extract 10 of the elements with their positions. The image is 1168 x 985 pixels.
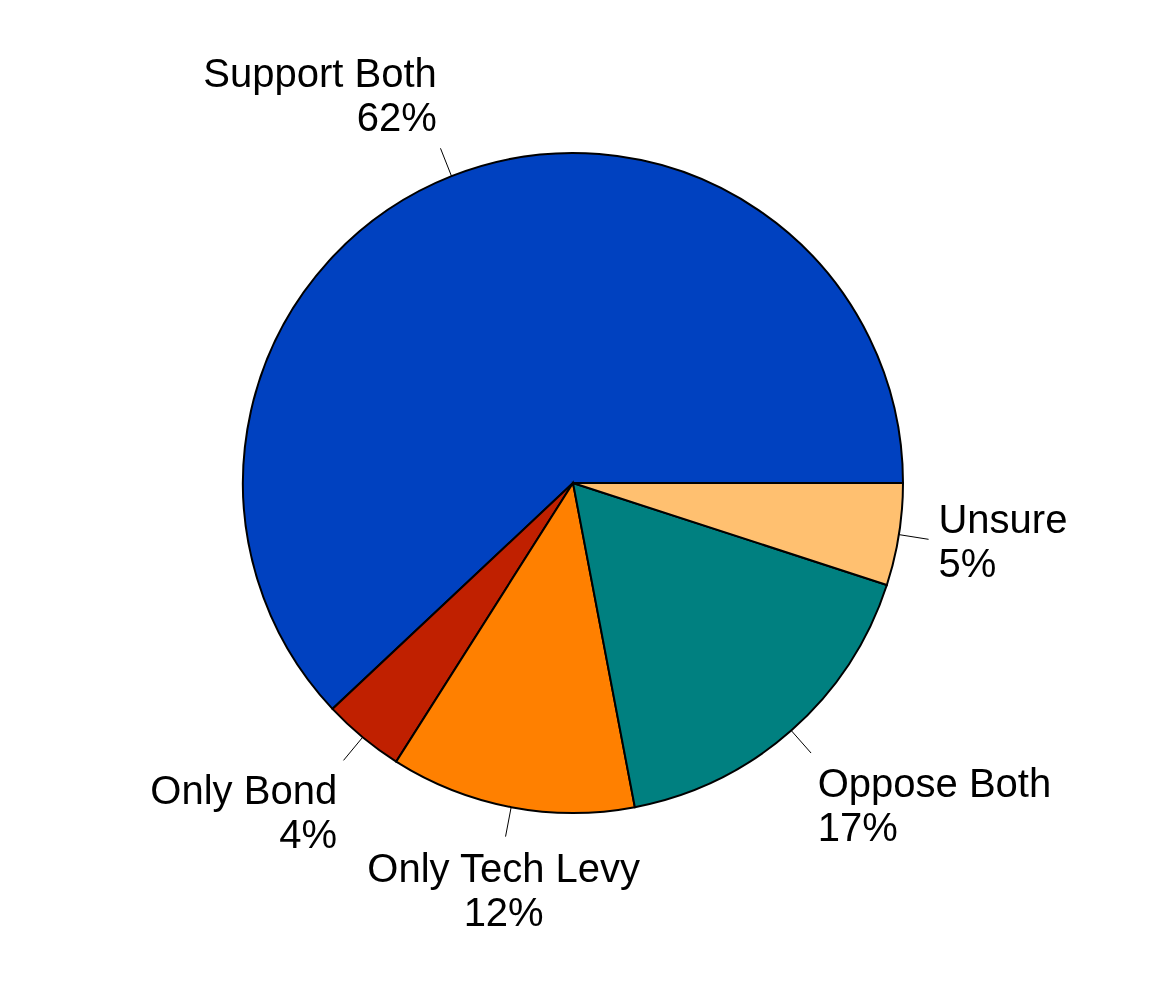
slice-label: Oppose Both (817, 760, 1052, 805)
data-label: 12% (463, 890, 544, 935)
data-label: 17% (817, 804, 898, 849)
slice-label: Unsure (938, 496, 1068, 541)
data-label: 4% (279, 812, 338, 857)
slice-label: Only Tech Levy (367, 846, 641, 891)
slice-label: Only Bond (150, 768, 338, 813)
slice-label: Support Both (203, 50, 437, 95)
data-label: 62% (356, 94, 437, 139)
data-label: 5% (938, 540, 997, 585)
